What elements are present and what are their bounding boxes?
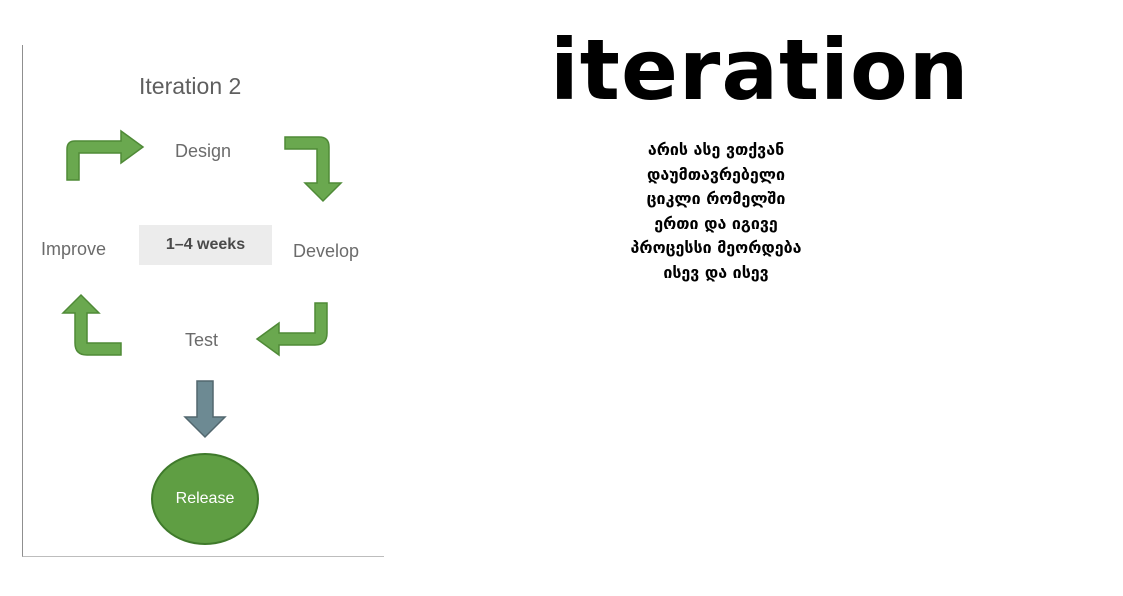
description-line: პროცესსი მეორდება: [630, 238, 802, 257]
step-design: Design: [175, 141, 232, 161]
duration-badge: 1–4 weeks: [139, 225, 272, 265]
step-develop: Develop: [293, 241, 360, 261]
page-heading: iteration: [550, 21, 970, 119]
description-line: ციკლი რომელში: [646, 189, 786, 208]
description-line: დაუმთავრებელი: [646, 164, 786, 184]
iteration-diagram: Iteration 2 Design Improve 1–4 weeks Dev…: [22, 45, 384, 557]
description-text: არის ასე ვთქვან დაუმთავრებელი ციკლი რომე…: [566, 138, 866, 285]
description-line: არის ასე ვთქვან: [647, 140, 785, 159]
cycle-arrows: [61, 129, 343, 439]
arrow-to-design-icon: [66, 129, 145, 181]
arrow-to-develop-icon: [284, 136, 343, 203]
step-test: Test: [185, 330, 219, 350]
arrow-to-test-icon: [255, 302, 328, 357]
description-line: ერთი და იგივე: [654, 213, 778, 233]
release-node: Release: [151, 453, 259, 545]
step-improve: Improve: [41, 239, 107, 259]
arrow-to-release-icon: [183, 380, 227, 439]
description-line: ისევ და ისევ: [663, 262, 769, 282]
arrow-to-improve-icon: [61, 293, 122, 356]
diagram-title: Iteration 2: [139, 73, 242, 99]
